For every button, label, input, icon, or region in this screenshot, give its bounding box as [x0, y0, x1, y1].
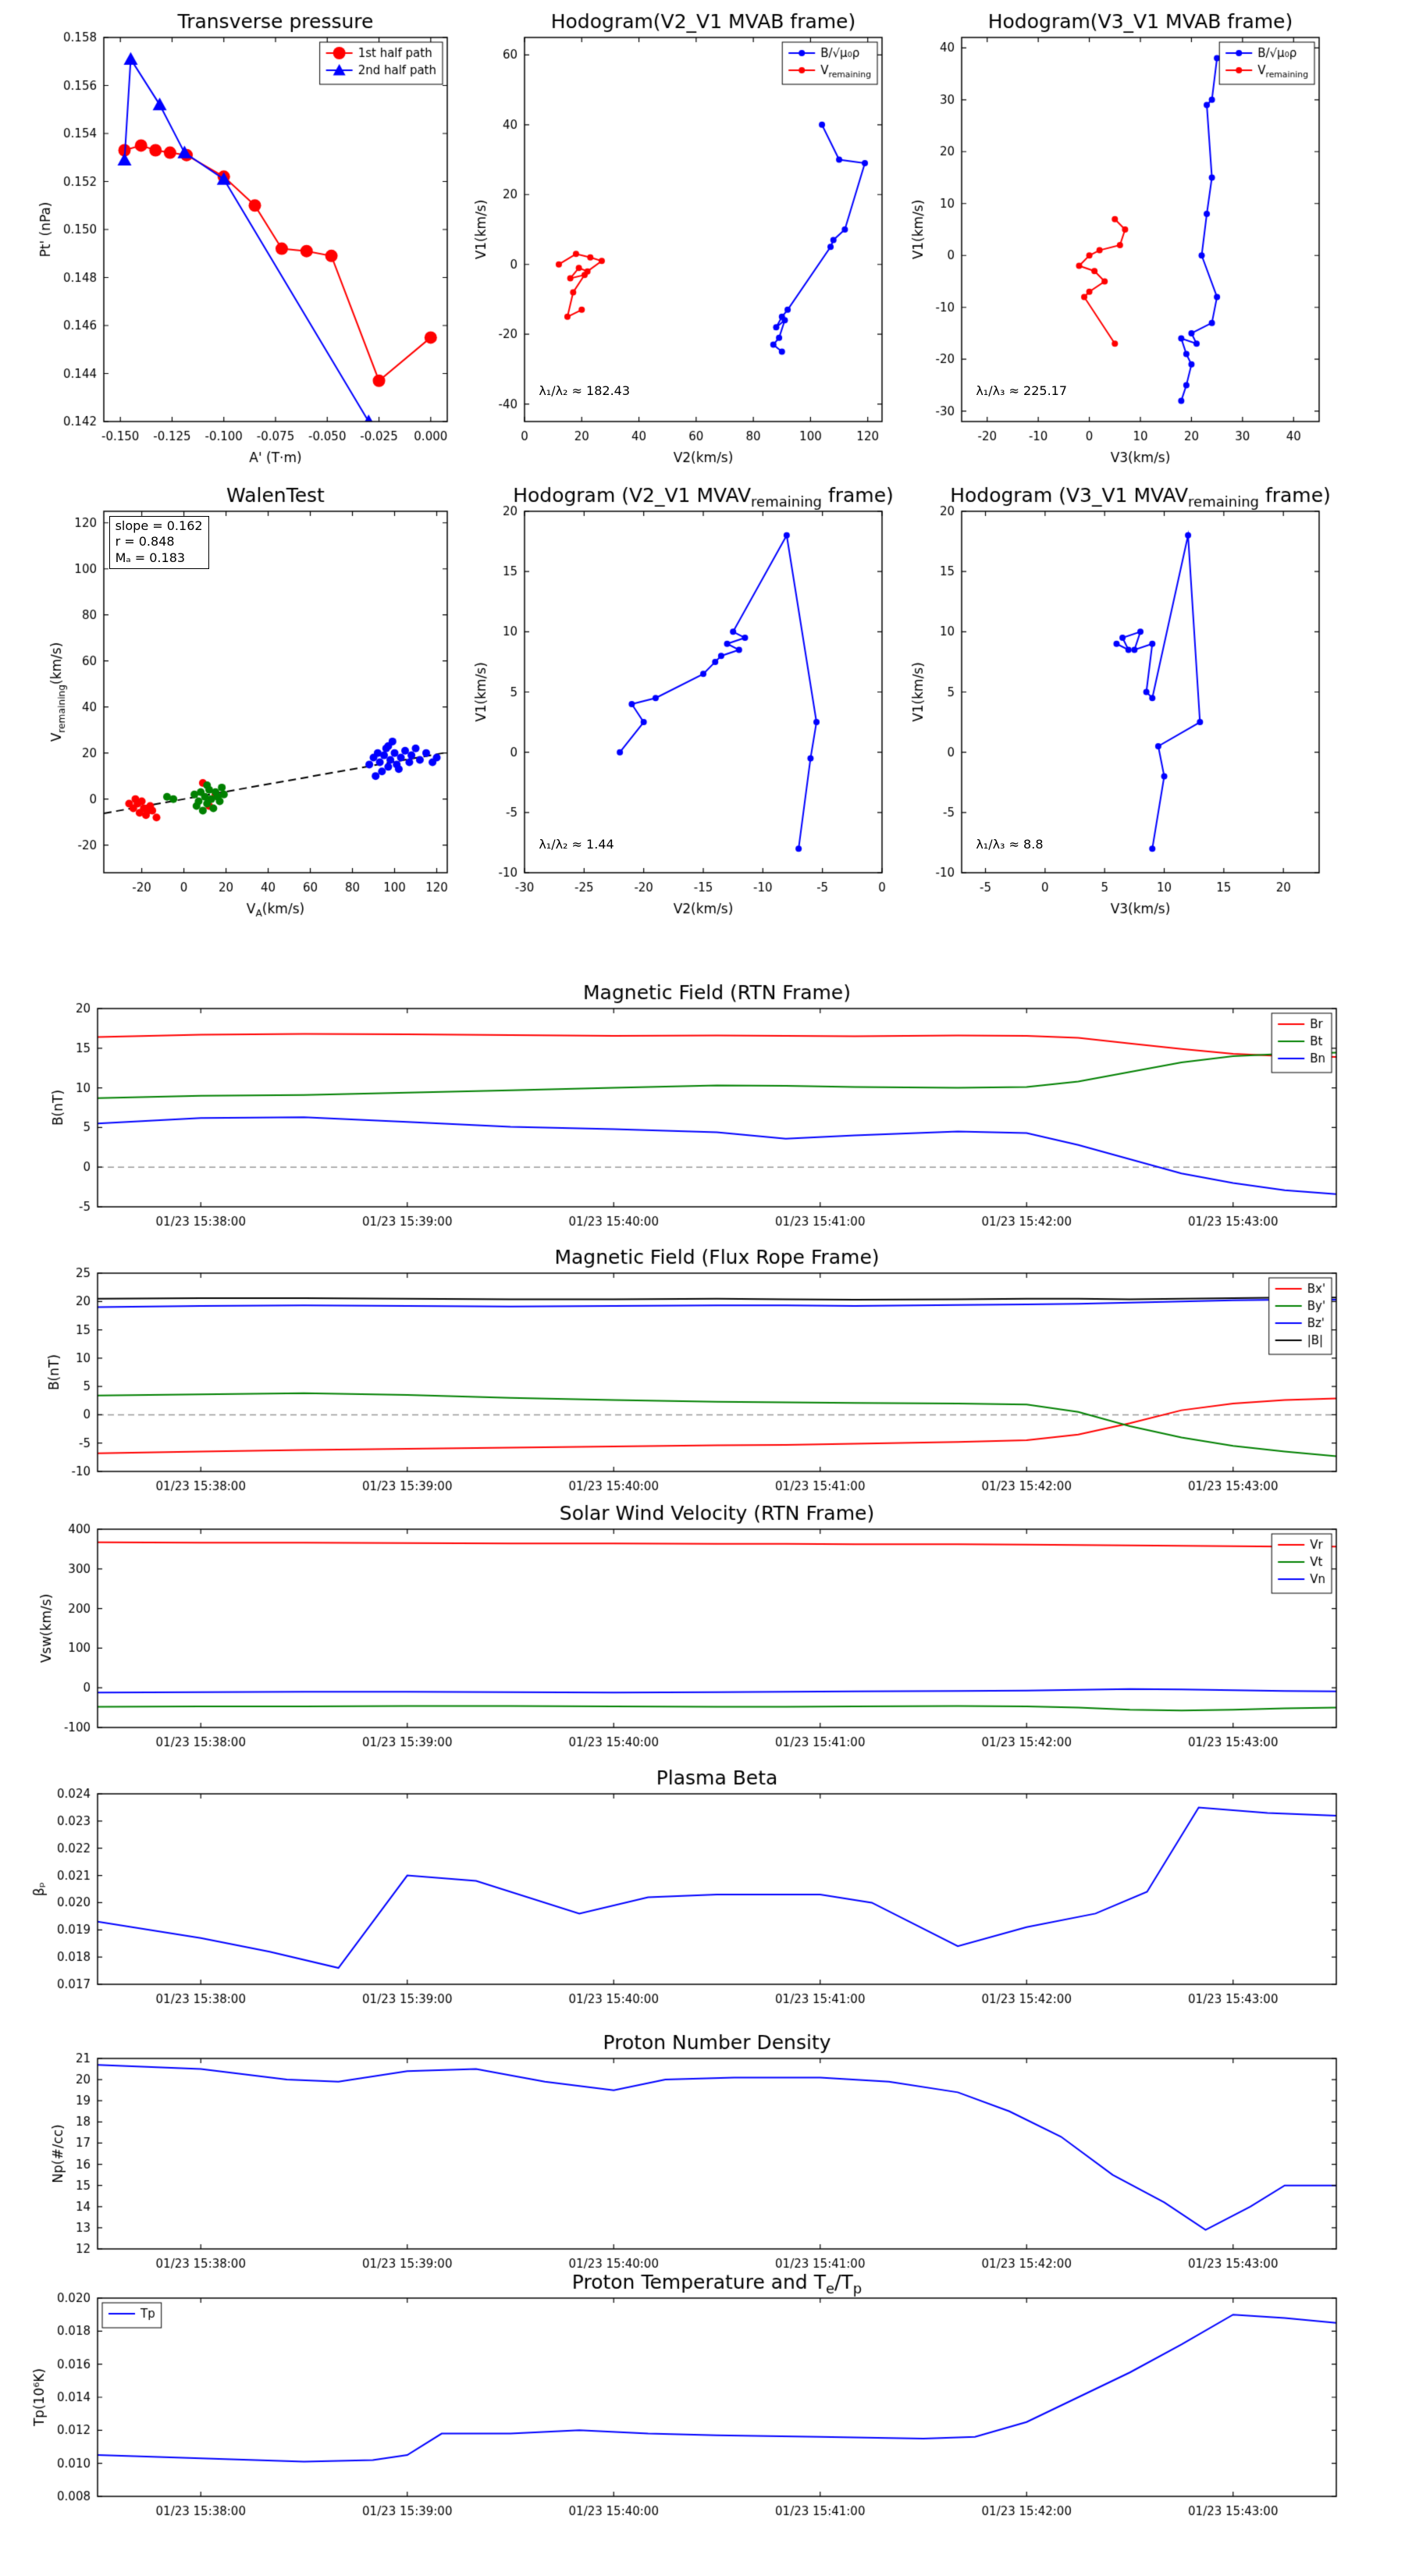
- panel-proton-number-density: [98, 2058, 1336, 2249]
- walen-test-annotation: slope = 0.162 r = 0.848 Mₐ = 0.183: [108, 515, 209, 569]
- panel-hodogram-v3v1-mvav: [962, 511, 1319, 873]
- hodogram-v2v1-mvab-annotation: λ₁/λ₂ ≈ 182.43: [539, 382, 631, 398]
- panel-solar-wind-velocity: [98, 1529, 1336, 1727]
- panel-hodogram-v3v1-mvab: [962, 37, 1319, 422]
- panel-proton-temperature: [98, 2298, 1336, 2496]
- hodogram-v2v1-mvav-annotation: λ₁/λ₂ ≈ 1.44: [539, 836, 614, 852]
- panel-plasma-beta: [98, 1794, 1336, 1984]
- panel-magnetic-field-rtn: [98, 1009, 1336, 1207]
- panel-hodogram-v2v1-mvav: [525, 511, 882, 873]
- panel-magnetic-field-flux-rope: [98, 1273, 1336, 1471]
- hodogram-v3v1-mvab-annotation: λ₁/λ₃ ≈ 225.17: [976, 382, 1068, 398]
- hodogram-v3v1-mvav-annotation: λ₁/λ₃ ≈ 8.8: [976, 836, 1044, 852]
- stat-line: Mₐ = 0.183: [115, 550, 186, 566]
- panel-hodogram-v2v1-mvab: [525, 37, 882, 422]
- stat-line: r = 0.848: [115, 534, 175, 550]
- stat-line: slope = 0.162: [115, 518, 203, 533]
- panel-transverse-pressure: [104, 37, 447, 422]
